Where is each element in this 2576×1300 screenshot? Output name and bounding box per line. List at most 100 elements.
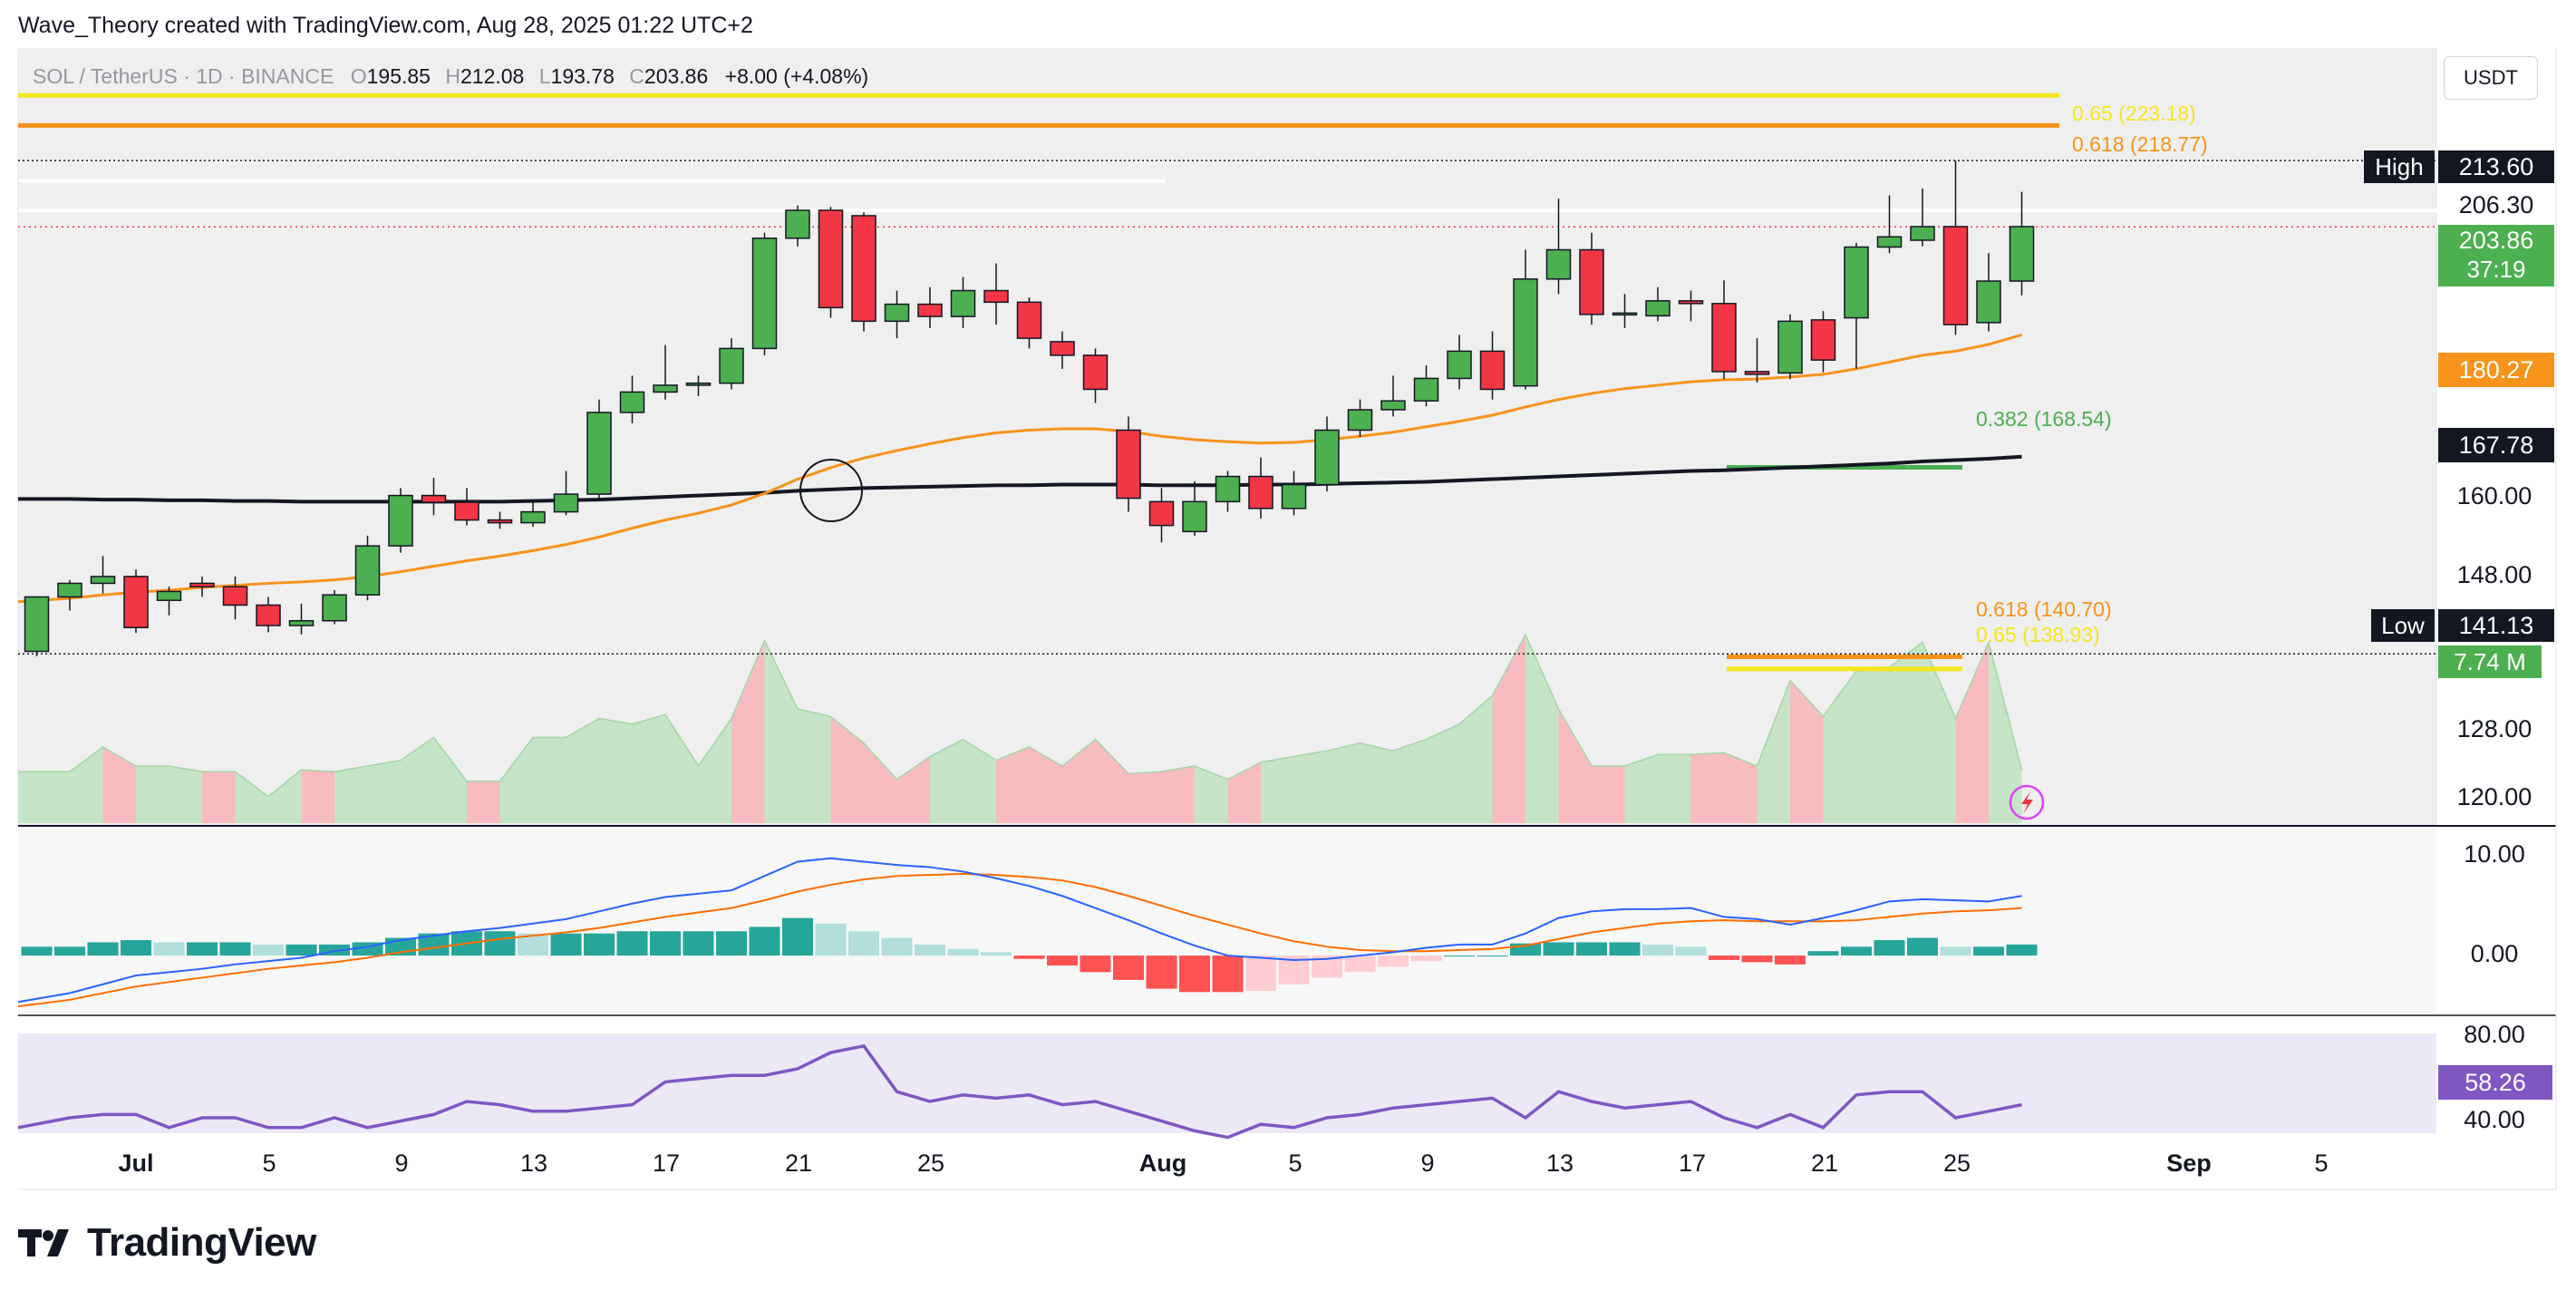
candle-body: [487, 519, 513, 524]
fib-065-bottom-label: 0.65 (138.93): [1976, 623, 2100, 646]
volume-segment: [1492, 635, 1525, 823]
fibonacci-levels: [18, 92, 2438, 672]
macd-histogram-bar: [749, 926, 780, 956]
volume-segment: [698, 718, 731, 823]
volume-segment: [334, 766, 368, 823]
macd-histogram-bar: [87, 942, 119, 956]
macd-histogram-bar: [947, 948, 979, 956]
volume-segment: [1360, 742, 1393, 823]
rsi-indicator: [17, 1043, 2022, 1140]
macd-histogram-bar: [21, 946, 53, 956]
price-pane[interactable]: [18, 49, 2436, 825]
macd-histogram-bar: [1775, 956, 1806, 965]
candle-body: [851, 215, 876, 323]
time-tick: 25: [917, 1150, 944, 1177]
time-axis[interactable]: Jul 5 9 13 17 21 25 Aug 5 9 13 17 21 25 Sep 5: [118, 1150, 2328, 1177]
volume-segment: [864, 742, 897, 823]
macd-histogram-bar: [550, 933, 582, 956]
time-tick: 13: [1546, 1150, 1574, 1177]
rsi-value-badge: 58.26: [2465, 1069, 2526, 1096]
volume-segment: [18, 771, 70, 823]
lightning-icon[interactable]: [2009, 784, 2045, 820]
time-tick: 9: [1420, 1150, 1434, 1177]
macd-histogram-bar: [1344, 956, 1376, 973]
candlesticks[interactable]: [24, 160, 2035, 656]
candle-body: [1116, 429, 1141, 500]
volume-segment: [798, 709, 831, 823]
macd-histogram-bar: [1642, 944, 1673, 956]
ma-short-badge: 180.27: [2459, 356, 2534, 383]
volume-segment: [632, 714, 665, 823]
volume-segment: [1658, 754, 1691, 823]
tradingview-brand[interactable]: TradingView: [18, 1220, 316, 1266]
candle-body: [1612, 312, 1638, 316]
candle-body: [983, 289, 1009, 304]
macd-histogram-bar: [1080, 956, 1111, 973]
volume-segment: [1592, 766, 1625, 823]
candle-body: [1050, 341, 1075, 356]
currency-button[interactable]: USDT: [2444, 56, 2538, 100]
candle-body: [354, 545, 381, 596]
macd-histogram-bar: [915, 944, 945, 956]
level-206-badge: 206.30: [2459, 191, 2534, 218]
volume-segment: [1823, 671, 1856, 823]
rsi-tick: 40.00: [2464, 1106, 2525, 1133]
volume-segment: [1724, 752, 1758, 823]
volume-segment: [1624, 754, 1658, 823]
macd-histogram-bar: [1576, 942, 1607, 956]
volume-segment: [1757, 680, 1790, 823]
price-axis[interactable]: 160.00 148.00 128.00 120.00: [2457, 482, 2532, 810]
volume-segment: [896, 756, 930, 823]
time-tick: 5: [1288, 1150, 1302, 1177]
bar-countdown: 37:19: [2466, 256, 2525, 283]
macd-histogram-bar: [815, 923, 847, 956]
volume-segment: [235, 771, 268, 823]
candle-body: [1579, 248, 1604, 315]
volume-segment: [764, 640, 798, 823]
candle-body: [1545, 248, 1572, 280]
candle-body: [1215, 475, 1241, 503]
macd-histogram-bar: [1212, 956, 1244, 993]
candle-body: [917, 303, 943, 317]
macd-histogram-bar: [1973, 946, 2004, 956]
candle-body: [222, 586, 248, 606]
candle-body: [1711, 303, 1737, 373]
candle-body: [1876, 236, 1903, 248]
candle-body: [1678, 300, 1704, 305]
price-tick: 148.00: [2457, 561, 2532, 588]
time-tick: 17: [653, 1150, 680, 1177]
macd-histogram-bar: [1609, 942, 1641, 956]
golden-cross-marker: [799, 459, 863, 522]
macd-histogram-bar: [584, 933, 615, 956]
ohlc-readout: SOL / TetherUS · 1D · BINANCE O195.85 H2…: [33, 64, 868, 88]
macd-histogram-bar: [54, 946, 85, 956]
volume-segment: [1195, 766, 1228, 823]
macd-histogram-bar: [716, 931, 747, 956]
volume-segment: [665, 714, 699, 823]
macd-histogram-bar: [1940, 946, 1971, 956]
macd-histogram-bar: [981, 952, 1012, 956]
volume-segment: [566, 718, 599, 823]
volume-segment: [401, 737, 434, 823]
candle-body: [1314, 429, 1340, 486]
volume-segment: [1261, 756, 1294, 823]
candle-body: [1347, 409, 1373, 432]
candle-body: [1844, 246, 1869, 319]
high-badge-label: High: [2375, 153, 2423, 180]
chart-canvas[interactable]: SOL / TetherUS · 1D · BINANCE O195.85 H2…: [0, 0, 2576, 1215]
close-label: C: [629, 64, 644, 88]
candle-body: [24, 596, 50, 653]
candle-body: [685, 382, 712, 386]
candle-body: [719, 347, 744, 384]
macd-histogram-bar: [187, 942, 218, 956]
volume-outline: [18, 633, 2023, 798]
time-tick: 5: [2314, 1150, 2328, 1177]
volume-segment: [1790, 680, 1824, 823]
tradingview-logo-icon: [18, 1229, 69, 1256]
volume-segment: [1029, 747, 1062, 823]
macd-histogram-bar: [1675, 946, 1707, 956]
volume-segment: [169, 766, 202, 823]
time-tick: 13: [520, 1150, 547, 1177]
volume-segment: [1558, 709, 1592, 823]
price-tick: 160.00: [2457, 482, 2532, 509]
